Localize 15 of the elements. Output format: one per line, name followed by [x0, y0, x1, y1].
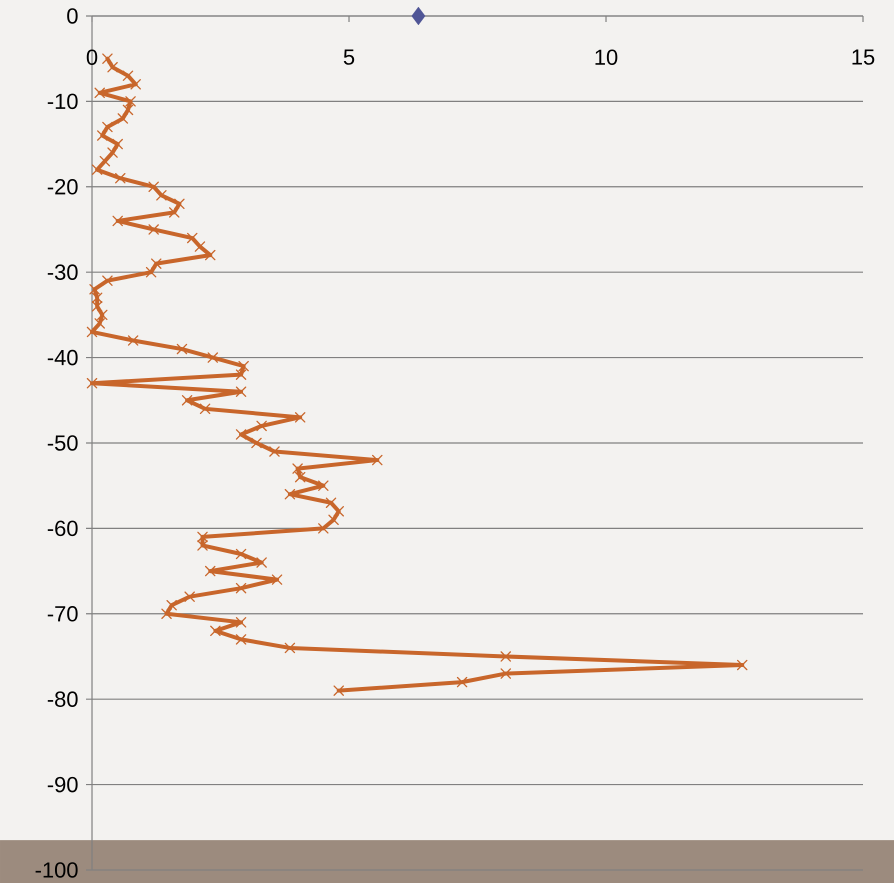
x-tick-label: 15 [852, 49, 874, 65]
y-tick-label: -70 [48, 606, 78, 622]
y-tick-label: 0 [67, 8, 78, 24]
y-tick-label: -10 [48, 94, 78, 110]
x-tick-label: 5 [344, 49, 354, 65]
y-tick-label: -20 [48, 178, 78, 195]
x-tick-label: 10 [595, 49, 618, 65]
y-tick-label: -40 [48, 350, 78, 366]
x-tick-label: 0 [86, 49, 98, 65]
y-tick-label: -80 [48, 691, 78, 707]
y-tick-label: -60 [48, 520, 78, 536]
y-tick-label: -90 [48, 776, 78, 792]
y-tick-label: -100 [36, 862, 78, 878]
y-tick-label: -50 [48, 435, 78, 451]
y-tick-label: -30 [48, 264, 78, 280]
